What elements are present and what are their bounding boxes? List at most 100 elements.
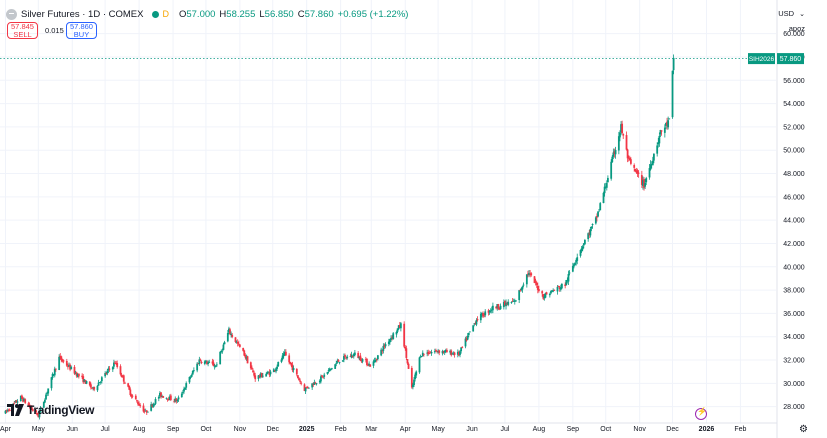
time-tick-label: May (32, 426, 46, 433)
candle (602, 191, 605, 204)
currency-selector[interactable]: USD ⌄ (778, 9, 805, 18)
candle (260, 372, 263, 378)
price-tick-label: 44.000 (783, 218, 805, 225)
candle (184, 387, 187, 390)
currency-label: USD (778, 9, 795, 18)
candle (487, 308, 490, 316)
candle (374, 357, 377, 363)
candle (337, 359, 340, 362)
symbol-title[interactable]: Silver Futures · 1D · COMEX (21, 8, 144, 20)
change-value: +0.695 (+1.22%) (337, 8, 409, 20)
candle (375, 358, 378, 363)
price-tick-label: 48.000 (783, 171, 805, 178)
candle (28, 402, 31, 409)
candle (605, 180, 608, 191)
candle (84, 379, 87, 384)
candle (77, 373, 80, 379)
candle (450, 349, 453, 357)
candle (173, 398, 176, 404)
close-label: C (297, 8, 305, 20)
candle (419, 354, 422, 358)
candle (412, 382, 414, 390)
gear-icon[interactable]: ⚙ (799, 424, 808, 435)
candle (52, 373, 55, 377)
price-axis[interactable]: 28.000 30.000 32.000 34.000 36.000 38.000 40.0… (783, 31, 805, 411)
candle (266, 370, 269, 375)
candle (142, 403, 145, 413)
candle (445, 348, 448, 353)
candle (288, 353, 291, 365)
candle (343, 353, 345, 363)
candle (645, 176, 648, 185)
candle (177, 395, 180, 402)
candle (69, 363, 71, 372)
candle (442, 350, 445, 354)
candle (649, 160, 652, 171)
candle (31, 408, 34, 412)
time-axis[interactable]: Apr May Jun Jul Aug Sep Oct Nov Dec 2025 Feb Mar Apr… (0, 426, 747, 433)
candle (16, 399, 19, 405)
candle (42, 401, 45, 409)
buy-label: BUY (73, 29, 90, 39)
candle (553, 289, 556, 291)
candle (175, 397, 178, 404)
candle (475, 318, 478, 327)
candle (574, 261, 576, 266)
candle (528, 269, 530, 277)
candle (159, 391, 161, 398)
candle (384, 342, 387, 349)
candle (219, 351, 222, 365)
candle (280, 357, 283, 364)
candle (420, 355, 423, 358)
candle (304, 387, 307, 394)
candle (643, 177, 645, 191)
candle (536, 282, 539, 294)
buy-button[interactable]: 57.860 BUY (66, 22, 97, 39)
candle (291, 361, 294, 373)
candle (551, 290, 553, 293)
candle (88, 381, 91, 387)
candle (51, 372, 54, 380)
candle (543, 294, 546, 301)
candle (403, 321, 406, 348)
time-tick-label: 2025 (299, 426, 315, 433)
lightning-icon[interactable] (695, 407, 707, 420)
candle (652, 153, 655, 164)
candle (312, 382, 315, 388)
scale-mode[interactable]: apoz (788, 24, 805, 33)
candle (290, 362, 293, 368)
candle (114, 360, 116, 365)
candle (243, 349, 246, 357)
high-label: H (219, 8, 227, 20)
candle (211, 358, 214, 366)
candle (92, 386, 95, 391)
candle (644, 178, 647, 189)
candle (529, 270, 532, 278)
candle (542, 293, 545, 301)
candle (430, 349, 433, 356)
candle (4, 410, 7, 414)
candle (422, 353, 425, 357)
candle (21, 394, 23, 399)
candle (47, 388, 50, 396)
low-value: 56.850 (264, 8, 294, 20)
candle (281, 353, 284, 361)
candle (418, 356, 421, 374)
candle (122, 374, 125, 385)
candle (634, 168, 637, 173)
candle (667, 116, 670, 130)
candle (452, 351, 455, 356)
candle (651, 156, 654, 166)
price-tick-label: 36.000 (783, 311, 805, 318)
candle (415, 370, 418, 379)
candle (297, 375, 299, 379)
tradingview-logo[interactable]: TradingView (7, 403, 94, 417)
candle (191, 370, 194, 376)
candle (429, 351, 432, 354)
candle (426, 349, 429, 357)
candle (267, 371, 270, 374)
candle (154, 397, 157, 406)
sell-button[interactable]: 57.845 SELL (7, 22, 38, 39)
